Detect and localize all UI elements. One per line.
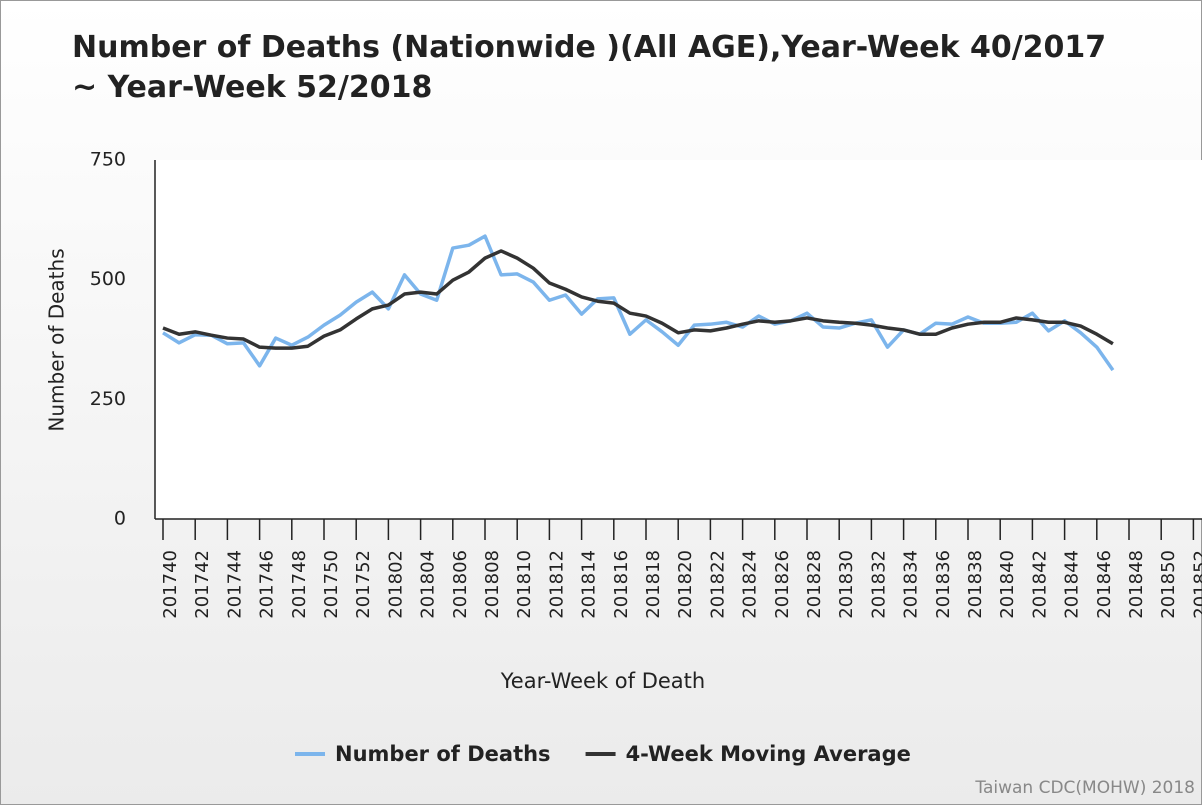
series-line [162,249,1114,350]
x-tick-label: 201808 [482,550,503,619]
x-tick-label: 201842 [1029,550,1050,619]
x-tick-label: 201814 [579,550,600,619]
x-tick-label: 201810 [514,550,535,619]
x-tick-label: 201824 [740,550,761,619]
x-tick-label: 201826 [772,550,793,619]
x-tick-label: 201752 [353,550,374,619]
x-tick-label: 201806 [450,550,471,619]
x-tick-label: 201748 [289,550,310,619]
x-tick-label: 201850 [1158,550,1179,619]
x-tick-label: 201742 [192,550,213,619]
chart-title: Number of Deaths (Nationwide )(All AGE),… [72,30,1107,105]
x-tick-label: 201830 [836,550,857,619]
x-tick-label: 201818 [643,550,664,619]
y-tick-label: 750 [90,149,126,171]
legend-label: 4-Week Moving Average [626,742,911,766]
x-tick-label: 201804 [418,550,439,619]
x-tick-label: 201844 [1062,550,1083,619]
x-tick-label: 201852 [1190,550,1202,619]
x-tick-label: 201820 [675,550,696,619]
y-axis-label: Number of Deaths [45,248,69,431]
x-tick-label: 201828 [804,550,825,619]
x-tick-label: 201746 [257,550,278,619]
x-tick-label: 201848 [1126,550,1147,619]
legend-label: Number of Deaths [335,742,551,766]
x-tick-label: 201750 [321,550,342,619]
series-line [162,234,1115,372]
x-tick-label: 201744 [224,550,245,619]
x-tick-label: 201846 [1094,550,1115,619]
title-box: Number of Deaths (Nationwide )(All AGE),… [72,30,1107,105]
y-tick-label: 250 [90,388,126,410]
y-tick-label: 500 [90,268,126,290]
x-tick-label: 201834 [901,550,922,619]
x-tick-label: 201840 [997,550,1018,619]
plot-area [155,160,1202,519]
x-tick-label: 201812 [546,550,567,619]
x-tick-label: 201740 [160,550,181,619]
x-tick-label: 201838 [965,550,986,619]
x-tick-label: 201802 [385,550,406,619]
x-tick-label: 201816 [611,550,632,619]
y-tick-label: 0 [114,508,126,530]
credit: Taiwan CDC(MOHW) 2018 [974,778,1195,798]
x-tick-label: 201832 [868,550,889,619]
x-tick-label: 201822 [707,550,728,619]
x-axis-label: Year-Week of Death [500,669,705,693]
x-tick-label: 201836 [933,550,954,619]
